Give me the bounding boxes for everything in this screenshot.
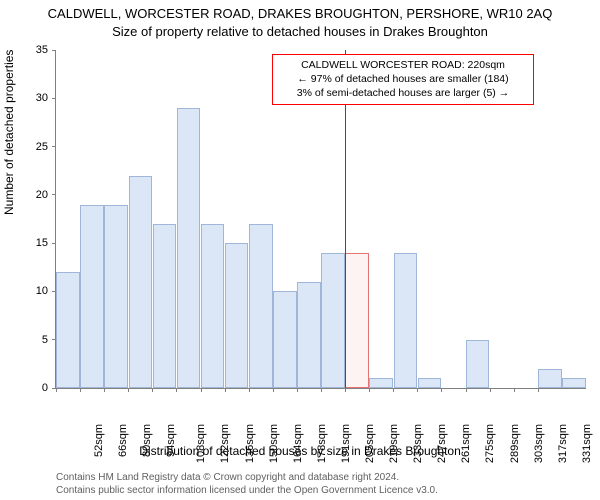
y-tick-label: 0 — [18, 382, 48, 394]
x-tick — [128, 388, 129, 392]
x-tick — [466, 388, 467, 392]
x-tick — [225, 388, 226, 392]
x-tick — [201, 388, 202, 392]
y-tick — [52, 98, 56, 99]
histogram-bar — [321, 253, 345, 388]
y-tick-label: 5 — [18, 334, 48, 346]
histogram-bar — [177, 108, 201, 388]
attribution-line: Contains HM Land Registry data © Crown c… — [56, 471, 438, 484]
histogram-bar — [80, 205, 104, 388]
histogram-bar — [538, 369, 562, 388]
histogram-bar — [345, 253, 369, 388]
attribution-line: Contains public sector information licen… — [56, 484, 438, 497]
x-tick — [104, 388, 105, 392]
x-tick — [152, 388, 153, 392]
y-axis-label: Number of detached properties — [2, 50, 16, 215]
histogram-bar — [369, 378, 393, 388]
x-tick — [273, 388, 274, 392]
x-tick — [441, 388, 442, 392]
histogram-bar — [249, 224, 273, 388]
attribution-text: Contains HM Land Registry data © Crown c… — [56, 471, 438, 497]
x-tick — [249, 388, 250, 392]
y-tick-label: 10 — [18, 285, 48, 297]
x-tick — [417, 388, 418, 392]
x-tick — [490, 388, 491, 392]
annotation-line: 3% of semi-detached houses are larger (5… — [279, 86, 527, 100]
x-tick — [369, 388, 370, 392]
y-tick — [52, 50, 56, 51]
x-axis-label: Distribution of detached houses by size … — [0, 444, 600, 458]
y-tick-label: 30 — [18, 92, 48, 104]
y-tick — [52, 146, 56, 147]
x-tick — [176, 388, 177, 392]
histogram-bar — [394, 253, 418, 388]
histogram-bar — [466, 340, 490, 388]
annotation-box: CALDWELL WORCESTER ROAD: 220sqm← 97% of … — [272, 54, 534, 105]
x-tick — [321, 388, 322, 392]
x-tick — [345, 388, 346, 392]
y-tick — [52, 243, 56, 244]
y-tick-label: 15 — [18, 237, 48, 249]
x-tick — [297, 388, 298, 392]
annotation-line: ← 97% of detached houses are smaller (18… — [279, 72, 527, 86]
histogram-bar — [418, 378, 442, 388]
histogram-bar — [56, 272, 80, 388]
y-tick-label: 35 — [18, 44, 48, 56]
histogram-bar — [273, 291, 297, 388]
histogram-bar — [225, 243, 249, 388]
x-tick — [538, 388, 539, 392]
y-tick — [52, 194, 56, 195]
annotation-line: CALDWELL WORCESTER ROAD: 220sqm — [279, 58, 527, 72]
x-tick — [514, 388, 515, 392]
histogram-bar — [129, 176, 153, 388]
chart-plot-area: 52sqm66sqm80sqm94sqm108sqm122sqm136sqm15… — [55, 50, 586, 389]
page-subtitle: Size of property relative to detached ho… — [0, 24, 600, 39]
x-tick — [80, 388, 81, 392]
x-tick — [56, 388, 57, 392]
histogram-bar — [562, 378, 586, 388]
y-tick-label: 25 — [18, 141, 48, 153]
histogram-bar — [104, 205, 128, 388]
y-tick-label: 20 — [18, 189, 48, 201]
page-title: CALDWELL, WORCESTER ROAD, DRAKES BROUGHT… — [0, 6, 600, 21]
histogram-bar — [153, 224, 177, 388]
x-tick — [393, 388, 394, 392]
histogram-bar — [297, 282, 321, 388]
histogram-bar — [201, 224, 225, 388]
